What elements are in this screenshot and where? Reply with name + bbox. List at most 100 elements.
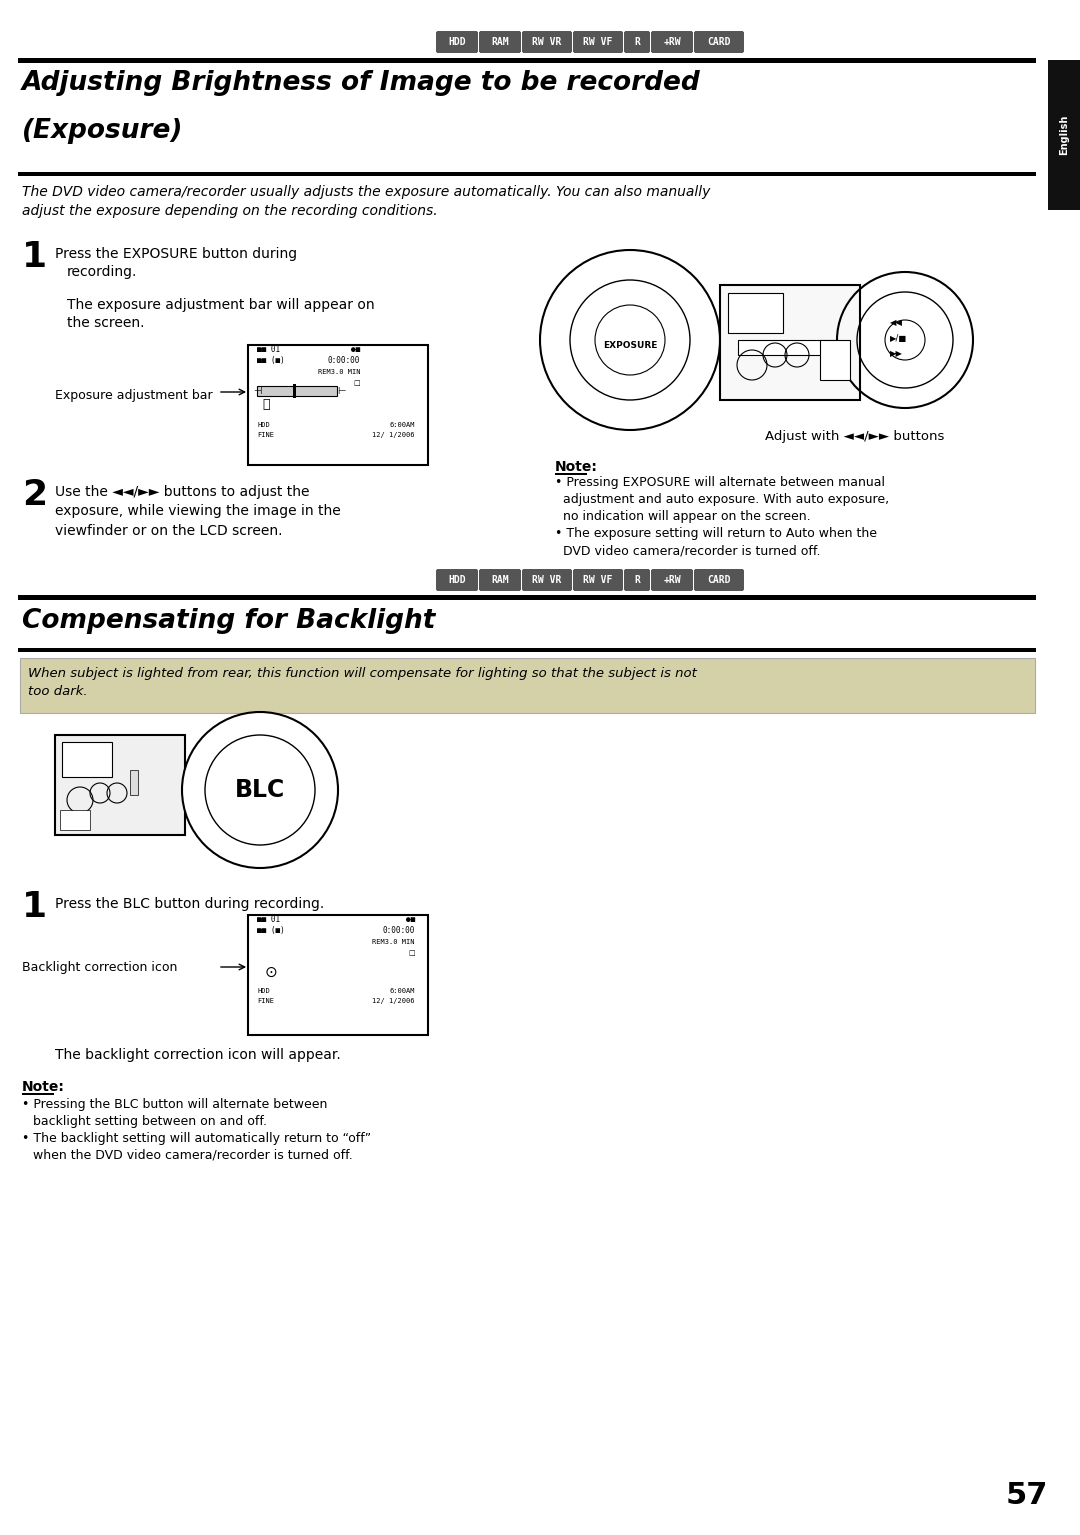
Text: Press the EXPOSURE button during: Press the EXPOSURE button during <box>55 247 297 261</box>
Text: HDD: HDD <box>448 576 465 585</box>
FancyBboxPatch shape <box>573 569 622 591</box>
Circle shape <box>885 319 924 361</box>
Text: The DVD video camera/recorder usually adjusts the exposure automatically. You ca: The DVD video camera/recorder usually ad… <box>22 186 711 218</box>
Text: ■■ 01: ■■ 01 <box>257 915 280 924</box>
Text: adjustment and auto exposure. With auto exposure,: adjustment and auto exposure. With auto … <box>563 493 889 507</box>
Text: Use the ◄◄/►► buttons to adjust the
exposure, while viewing the image in the
vie: Use the ◄◄/►► buttons to adjust the expo… <box>55 485 341 537</box>
Text: □: □ <box>353 381 360 385</box>
Bar <box>130 771 138 795</box>
FancyBboxPatch shape <box>624 32 649 52</box>
Bar <box>55 735 185 835</box>
Bar <box>21 659 1035 712</box>
Text: ▶▶: ▶▶ <box>890 348 903 358</box>
Bar <box>60 810 90 830</box>
Text: • The backlight setting will automatically return to “off”: • The backlight setting will automatical… <box>22 1131 372 1145</box>
Bar <box>720 286 860 401</box>
Text: 57: 57 <box>1005 1481 1048 1510</box>
Text: R: R <box>634 576 640 585</box>
Bar <box>18 58 1036 63</box>
Text: too dark.: too dark. <box>28 685 87 698</box>
Text: 6:00AM: 6:00AM <box>390 989 415 995</box>
Text: Press the BLC button during recording.: Press the BLC button during recording. <box>55 896 324 910</box>
Text: Note:: Note: <box>555 460 598 474</box>
Text: CARD: CARD <box>707 37 731 48</box>
Text: RAM: RAM <box>491 37 509 48</box>
Text: 6:00AM: 6:00AM <box>390 422 415 428</box>
Text: ⊙: ⊙ <box>265 964 278 979</box>
Text: R: R <box>634 37 640 48</box>
Text: 12/ 1/2006: 12/ 1/2006 <box>373 431 415 437</box>
Text: FINE: FINE <box>257 998 274 1004</box>
Bar <box>257 385 337 396</box>
Text: REM3.0 MIN: REM3.0 MIN <box>373 939 415 946</box>
FancyBboxPatch shape <box>694 32 743 52</box>
Text: ⊢: ⊢ <box>337 385 346 396</box>
FancyBboxPatch shape <box>573 32 622 52</box>
Bar <box>1048 60 1080 210</box>
Text: 0:00:00: 0:00:00 <box>327 356 360 365</box>
Text: 🎥: 🎥 <box>262 398 270 411</box>
Text: The backlight correction icon will appear.: The backlight correction icon will appea… <box>55 1048 341 1062</box>
FancyBboxPatch shape <box>436 32 477 52</box>
Bar <box>820 339 850 381</box>
Text: HDD: HDD <box>448 37 465 48</box>
Text: Exposure adjustment bar: Exposure adjustment bar <box>55 390 213 402</box>
Text: • The exposure setting will return to Auto when the: • The exposure setting will return to Au… <box>555 527 877 540</box>
Text: ■■ (■): ■■ (■) <box>257 926 285 935</box>
Text: RW VF: RW VF <box>583 576 612 585</box>
Text: recording.: recording. <box>67 266 137 279</box>
Text: 0:00:00: 0:00:00 <box>382 926 415 935</box>
Text: RW VF: RW VF <box>583 37 612 48</box>
Text: (Exposure): (Exposure) <box>22 118 184 144</box>
FancyBboxPatch shape <box>523 569 571 591</box>
Text: The exposure adjustment bar will appear on: The exposure adjustment bar will appear … <box>67 298 375 312</box>
Text: BLC: BLC <box>234 778 285 801</box>
Text: 1: 1 <box>22 890 48 924</box>
Text: □: □ <box>408 950 415 956</box>
Text: backlight setting between on and off.: backlight setting between on and off. <box>33 1114 267 1128</box>
Bar <box>728 293 783 333</box>
Text: Compensating for Backlight: Compensating for Backlight <box>22 608 435 634</box>
Text: RW VR: RW VR <box>532 37 562 48</box>
Text: 12/ 1/2006: 12/ 1/2006 <box>373 998 415 1004</box>
Text: when the DVD video camera/recorder is turned off.: when the DVD video camera/recorder is tu… <box>33 1150 353 1162</box>
Text: no indication will appear on the screen.: no indication will appear on the screen. <box>563 510 811 523</box>
Text: • Pressing the BLC button will alternate between: • Pressing the BLC button will alternate… <box>22 1098 327 1111</box>
Text: ◀◀: ◀◀ <box>890 318 903 327</box>
FancyBboxPatch shape <box>694 569 743 591</box>
Text: ⊣: ⊣ <box>253 385 261 396</box>
Text: ■■ (■): ■■ (■) <box>257 356 285 365</box>
Text: FINE: FINE <box>257 431 274 437</box>
Text: Note:: Note: <box>22 1081 65 1094</box>
FancyBboxPatch shape <box>651 32 692 52</box>
Text: Adjust with ◄◄/►► buttons: Adjust with ◄◄/►► buttons <box>766 430 945 444</box>
FancyBboxPatch shape <box>480 569 521 591</box>
Text: When subject is lighted from rear, this function will compensate for lighting so: When subject is lighted from rear, this … <box>28 668 697 680</box>
Bar <box>18 172 1036 177</box>
Text: ●■: ●■ <box>351 345 360 355</box>
Text: ▶/■: ▶/■ <box>890 335 907 342</box>
FancyBboxPatch shape <box>624 569 649 591</box>
Bar <box>248 345 428 465</box>
Text: Adjusting Brightness of Image to be recorded: Adjusting Brightness of Image to be reco… <box>22 71 701 97</box>
Text: • Pressing EXPOSURE will alternate between manual: • Pressing EXPOSURE will alternate betwe… <box>555 476 885 490</box>
Text: English: English <box>1059 115 1069 155</box>
Circle shape <box>183 712 338 867</box>
FancyBboxPatch shape <box>436 569 477 591</box>
Text: 2: 2 <box>22 477 48 513</box>
Text: DVD video camera/recorder is turned off.: DVD video camera/recorder is turned off. <box>563 543 821 557</box>
Bar <box>248 915 428 1035</box>
Bar <box>738 339 838 355</box>
Text: 1: 1 <box>22 239 48 275</box>
FancyBboxPatch shape <box>651 569 692 591</box>
Bar <box>62 741 112 777</box>
Text: +RW: +RW <box>663 37 680 48</box>
Text: CARD: CARD <box>707 576 731 585</box>
Text: Backlight correction icon: Backlight correction icon <box>22 961 177 973</box>
Bar <box>293 384 296 398</box>
Text: EXPOSURE: EXPOSURE <box>603 341 658 350</box>
Text: HDD: HDD <box>257 989 270 995</box>
FancyBboxPatch shape <box>480 32 521 52</box>
Bar <box>18 648 1036 652</box>
Text: ●■: ●■ <box>406 915 415 924</box>
